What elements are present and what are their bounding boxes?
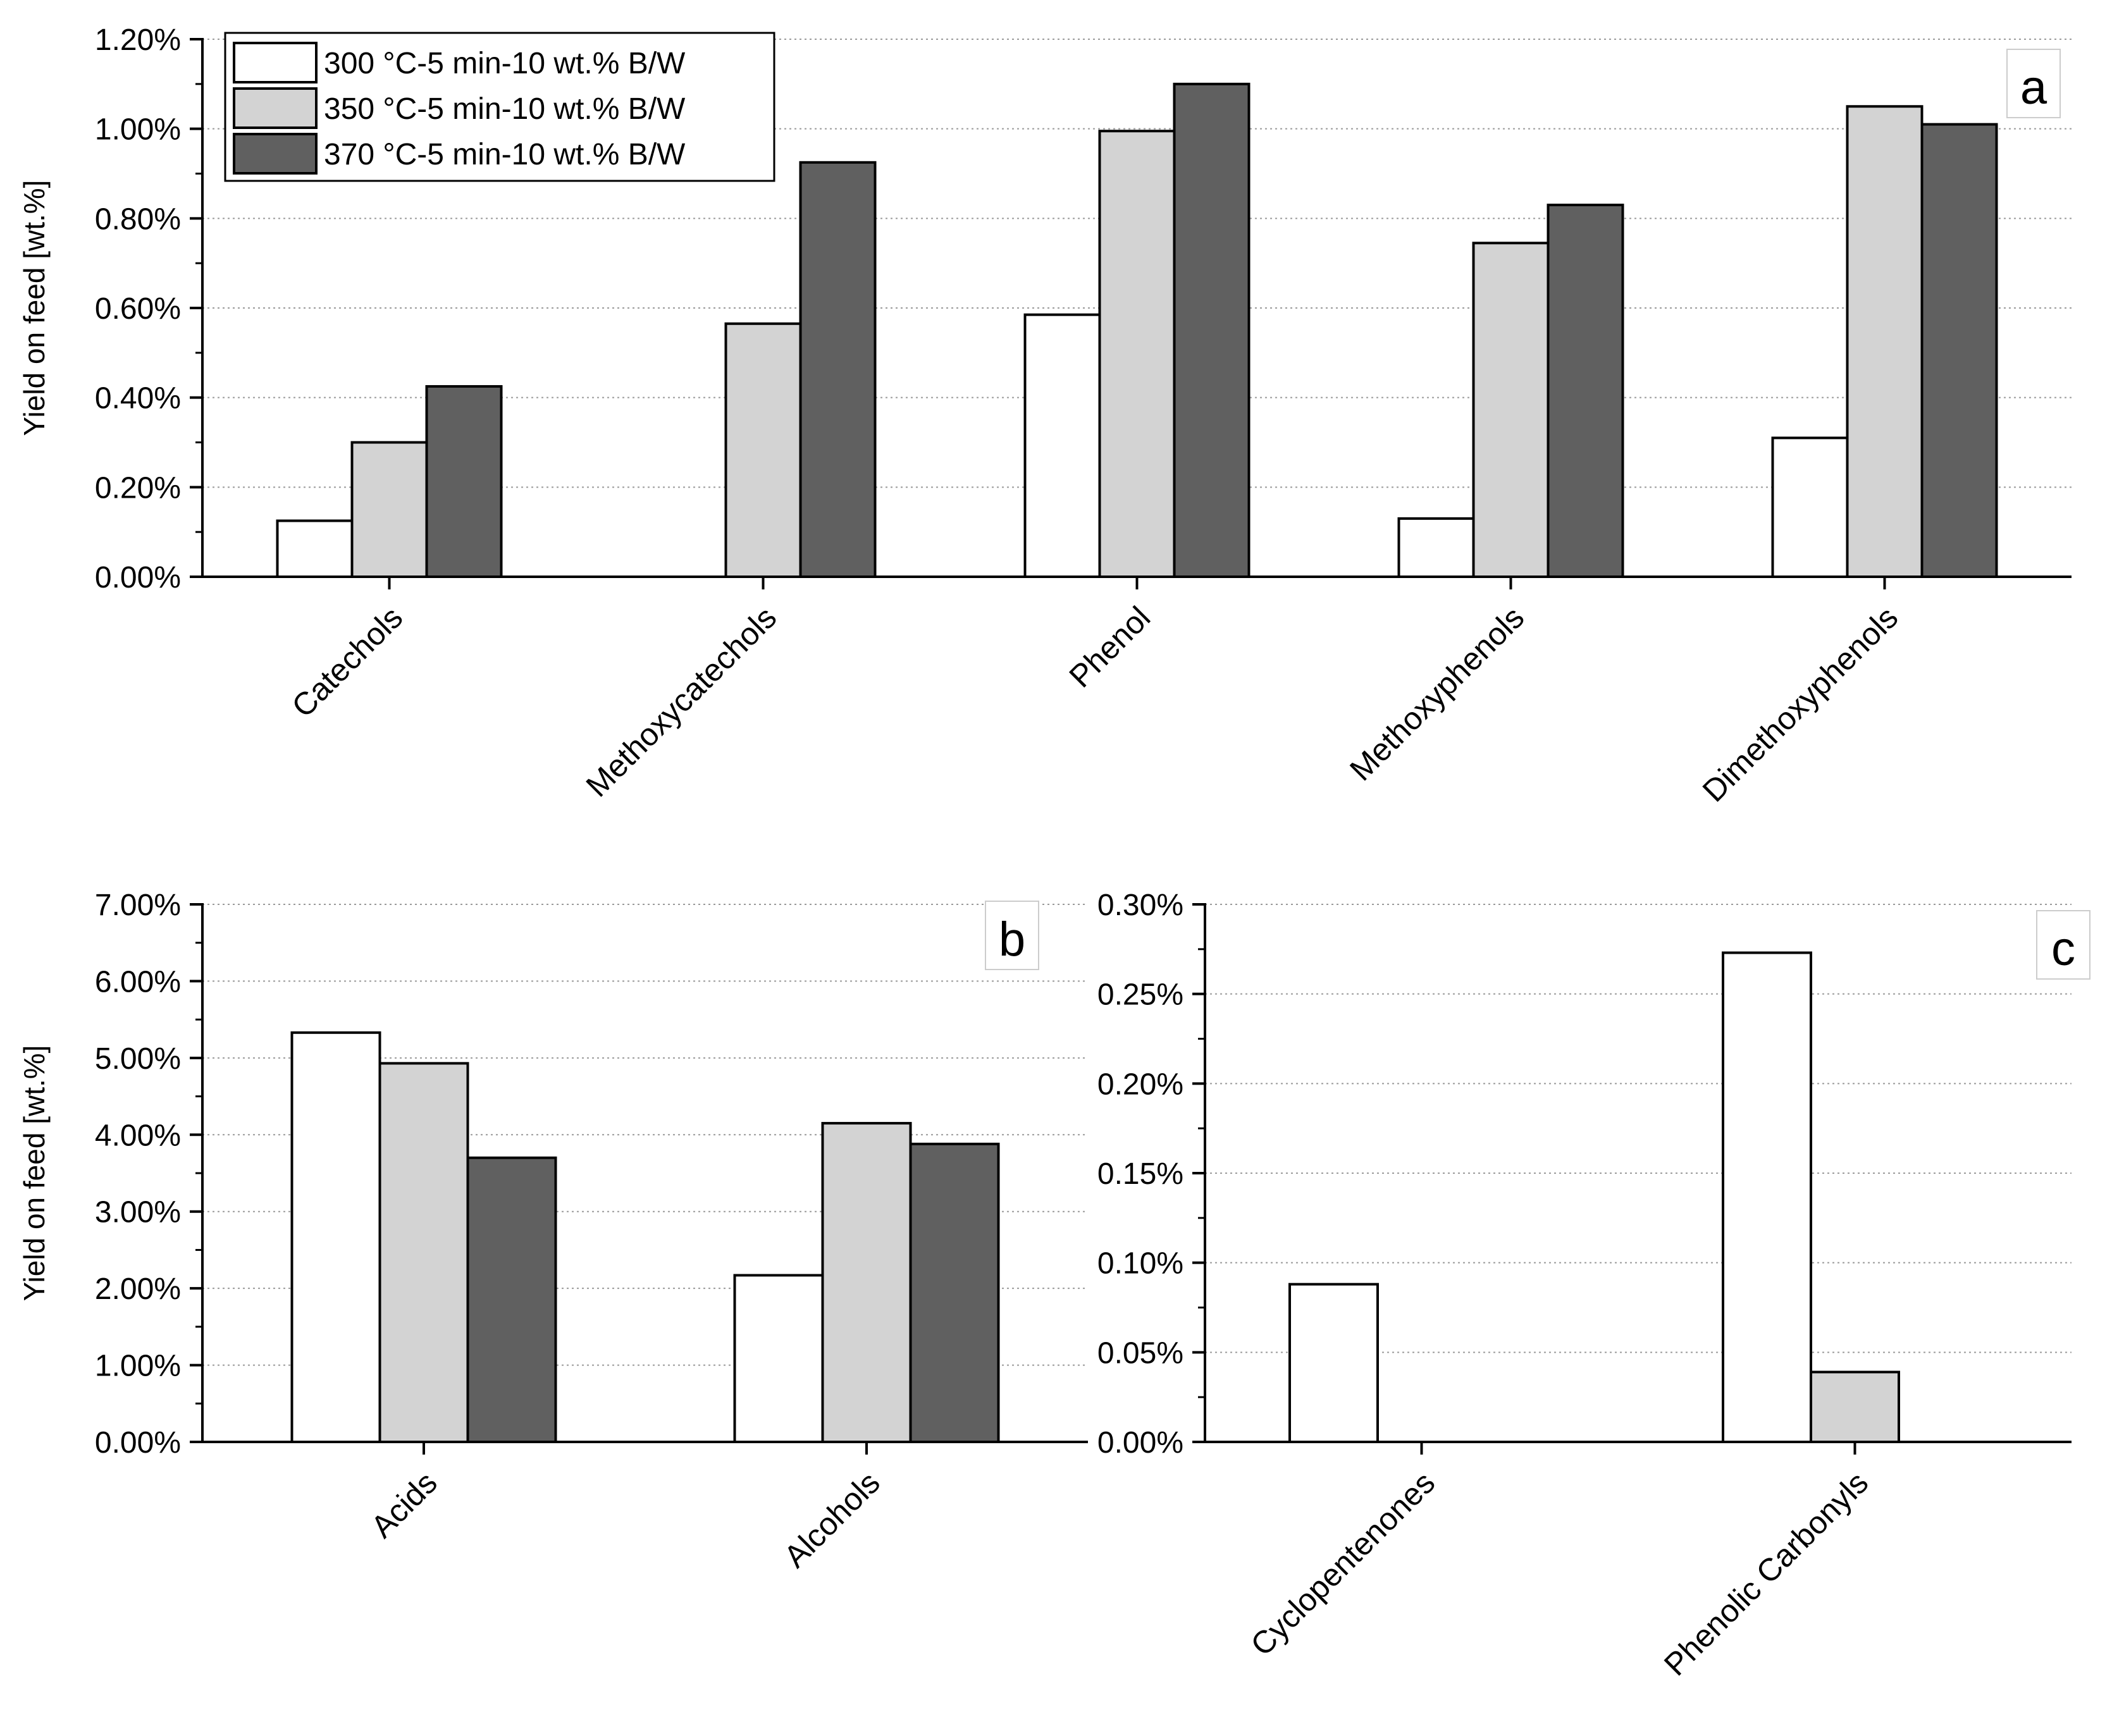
y-tick-label-b-6: 6.00% bbox=[95, 965, 181, 999]
panel-label-box-a bbox=[2006, 49, 2061, 118]
bar-a-methoxycatechols-370c bbox=[799, 161, 877, 578]
bar-a-dimethoxyphenols-370c bbox=[1920, 123, 1998, 579]
bar-a-dimethoxyphenols-300c bbox=[1771, 436, 1849, 579]
legend-swatch-300c bbox=[233, 42, 318, 83]
legend-label-300c: 300 °C-5 min-10 wt.% B/W bbox=[324, 47, 686, 80]
bar-c-phenolic-carbonyls-300c bbox=[1722, 951, 1812, 1443]
y-tick-label-a-1: 0.20% bbox=[95, 471, 181, 505]
legend-label-370c: 370 °C-5 min-10 wt.% B/W bbox=[324, 138, 686, 171]
bar-b-alcohols-370c bbox=[909, 1142, 1000, 1444]
bar-a-dimethoxyphenols-350c bbox=[1846, 105, 1924, 578]
bar-c-cyclopentenones-300c bbox=[1288, 1283, 1379, 1443]
bar-a-catechols-370c bbox=[425, 385, 503, 578]
legend-swatch-350c bbox=[233, 87, 318, 129]
y-tick-label-c-2: 0.10% bbox=[1097, 1247, 1183, 1281]
panel-label-b: b bbox=[999, 913, 1025, 966]
bar-b-alcohols-300c bbox=[733, 1274, 824, 1443]
legend-swatch-370c bbox=[233, 133, 318, 175]
bar-b-acids-300c bbox=[290, 1031, 381, 1444]
chart-panel-b: 0.00% 1.00% 2.00% 3.00% 4.00% 5.00% 6.00% 7.00%… bbox=[18, 889, 1088, 1574]
bar-a-methoxyphenols-350c bbox=[1472, 242, 1550, 578]
category-label-c-phenolic-carbonyls: Phenolic Carbonyls bbox=[1657, 1465, 1875, 1682]
category-label-c-cyclopentenones: Cyclopentenones bbox=[1244, 1465, 1442, 1663]
y-tick-label-b-0: 0.00% bbox=[95, 1426, 181, 1460]
y-tick-label-a-0: 0.00% bbox=[95, 561, 181, 594]
y-tick-label-b-4: 4.00% bbox=[95, 1119, 181, 1152]
bar-a-catechols-350c bbox=[350, 441, 428, 578]
legend: 300 °C-5 min-10 wt.% B/W 350 °C-5 min-10… bbox=[224, 32, 775, 182]
y-tick-label-b-5: 5.00% bbox=[95, 1042, 181, 1076]
category-label-a-dimethoxyphenols: Dimethoxyphenols bbox=[1696, 600, 1905, 808]
y-tick-label-a-4: 0.80% bbox=[95, 202, 181, 236]
panel-label-box-b bbox=[985, 901, 1039, 970]
bar-a-methoxyphenols-370c bbox=[1547, 204, 1624, 579]
chart-panel-a: 0.00% 0.20% 0.40% 0.60% 0.80% 1.00% 1.20% Catec… bbox=[18, 23, 2072, 809]
y-axis-label-a: Yield on feed [wt.%] bbox=[18, 180, 51, 436]
bar-b-acids-350c bbox=[378, 1062, 469, 1444]
category-label-b-alcohols: Alcohols bbox=[777, 1465, 887, 1574]
panel-label-a: a bbox=[2020, 61, 2047, 114]
category-label-a-methoxycatechols: Methoxycatechols bbox=[579, 600, 784, 804]
bar-a-phenol-350c bbox=[1098, 130, 1176, 579]
bar-a-phenol-300c bbox=[1023, 313, 1101, 578]
bar-a-methoxycatechols-350c bbox=[724, 322, 802, 578]
y-axis-label-b: Yield on feed [wt.%] bbox=[18, 1045, 51, 1302]
category-label-a-phenol: Phenol bbox=[1063, 600, 1158, 694]
category-label-a-methoxyphenols: Methoxyphenols bbox=[1343, 600, 1531, 787]
y-tick-label-c-1: 0.05% bbox=[1097, 1336, 1183, 1370]
bar-a-methoxyphenols-300c bbox=[1397, 517, 1475, 579]
panel-label-c: c bbox=[2051, 922, 2075, 976]
y-tick-label-c-5: 0.25% bbox=[1097, 978, 1183, 1012]
y-tick-label-b-2: 2.00% bbox=[95, 1272, 181, 1306]
y-tick-label-a-2: 0.40% bbox=[95, 382, 181, 416]
y-tick-label-b-3: 3.00% bbox=[95, 1196, 181, 1229]
y-tick-label-c-4: 0.20% bbox=[1097, 1068, 1183, 1101]
chart-panel-c: 0.00% 0.05% 0.10% 0.15% 0.20% 0.25% 0.30% Cyclo… bbox=[1097, 889, 2090, 1682]
bar-a-catechols-300c bbox=[276, 519, 354, 578]
category-label-b-acids: Acids bbox=[364, 1465, 444, 1544]
panel-label-box-c bbox=[2036, 910, 2090, 980]
category-label-a-catechols: Catechols bbox=[285, 600, 409, 724]
bar-b-acids-370c bbox=[466, 1156, 557, 1443]
bar-c-phenolic-carbonyls-350c bbox=[1810, 1370, 1900, 1443]
y-tick-label-a-3: 0.60% bbox=[95, 292, 181, 326]
y-tick-label-a-5: 1.00% bbox=[95, 113, 181, 147]
y-tick-label-c-6: 0.30% bbox=[1097, 889, 1183, 922]
y-tick-label-c-3: 0.15% bbox=[1097, 1157, 1183, 1191]
y-tick-label-c-0: 0.00% bbox=[1097, 1426, 1183, 1460]
legend-label-350c: 350 °C-5 min-10 wt.% B/W bbox=[324, 92, 686, 126]
bar-b-alcohols-350c bbox=[821, 1122, 912, 1443]
y-tick-label-a-6: 1.20% bbox=[95, 23, 181, 57]
y-tick-label-b-1: 1.00% bbox=[95, 1350, 181, 1383]
bar-a-phenol-370c bbox=[1173, 82, 1251, 579]
y-tick-label-b-7: 7.00% bbox=[95, 889, 181, 922]
